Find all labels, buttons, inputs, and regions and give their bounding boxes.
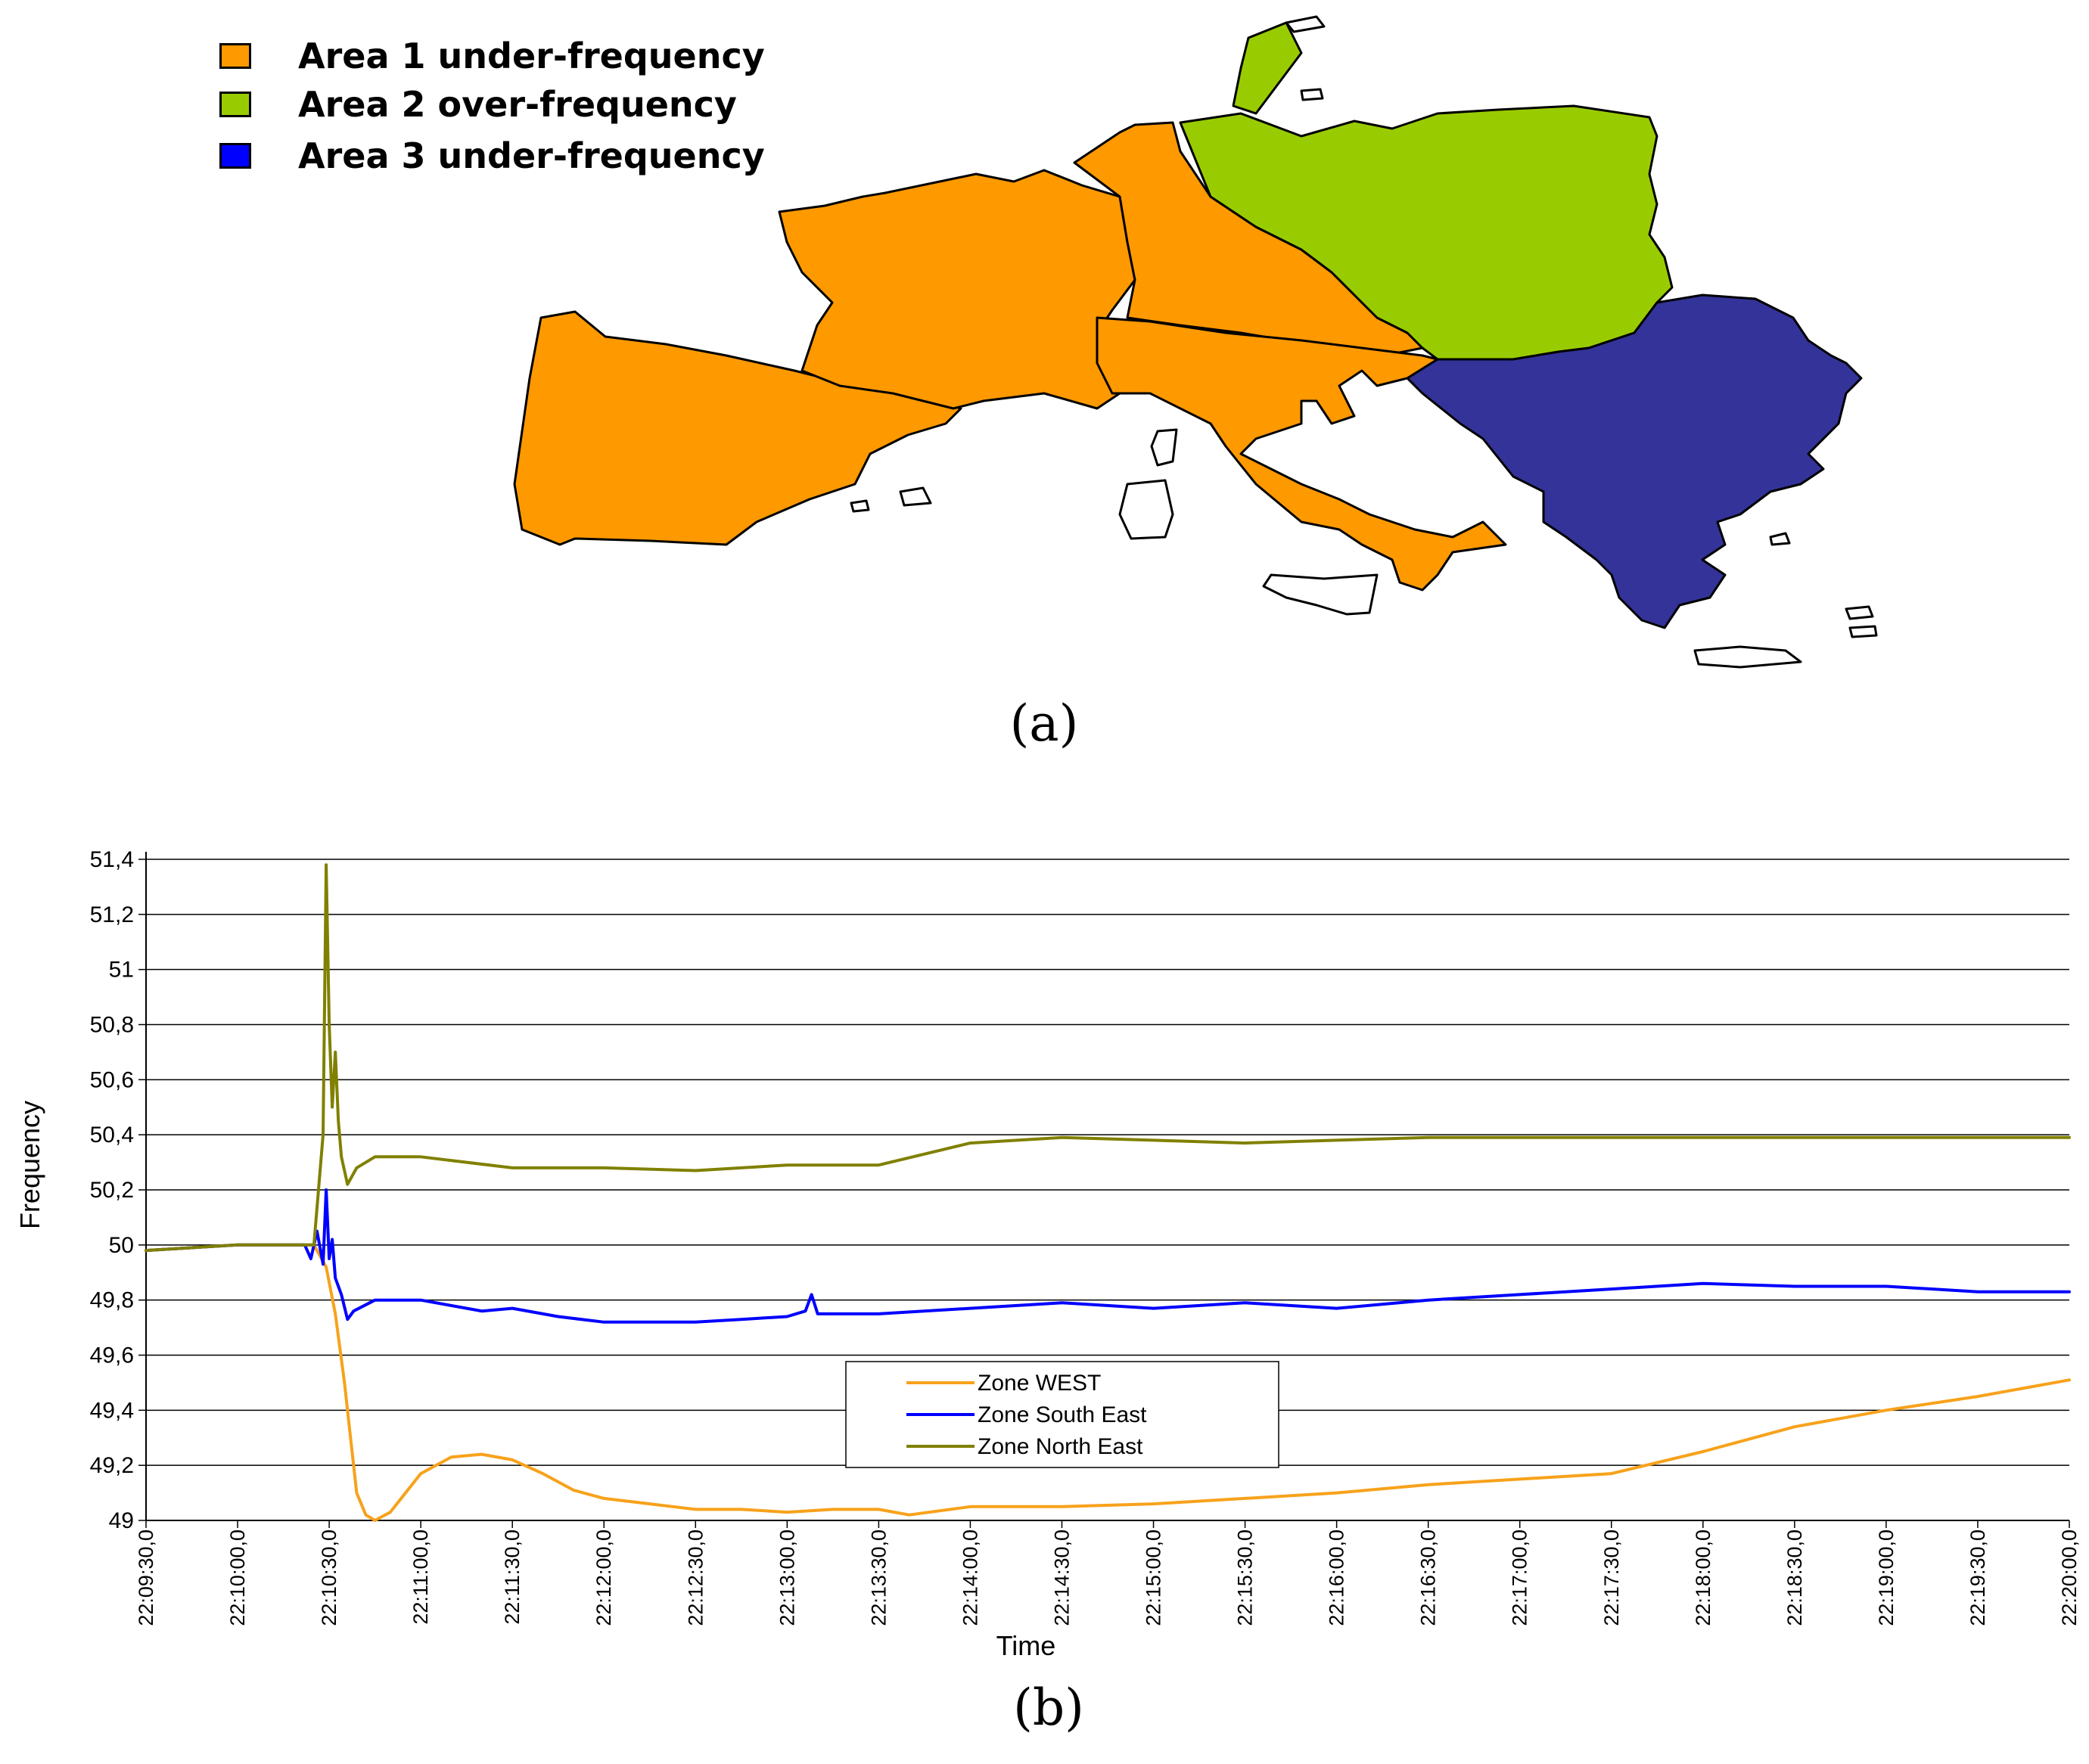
x-tick-label: 22:19:30,0 — [1966, 1530, 1989, 1626]
aegean-island-3 — [1848, 625, 1878, 638]
chart-legend-label: Zone WEST — [978, 1371, 1101, 1396]
y-tick-label: 50 — [109, 1233, 134, 1258]
series-layer — [145, 863, 2071, 1522]
chart-legend: Zone WEST Zone South East Zone North East — [845, 1361, 1279, 1468]
x-tick-label: 22:16:30,0 — [1417, 1530, 1440, 1626]
y-tick-label: 50,2 — [90, 1178, 134, 1203]
area1-region — [513, 121, 1507, 592]
y-tick-label: 51,4 — [90, 847, 134, 872]
x-tick-label: 22:20:00,0 — [2058, 1530, 2081, 1626]
x-tick-label: 22:16:00,0 — [1326, 1530, 1348, 1626]
x-tick-label: 22:17:00,0 — [1509, 1530, 1531, 1626]
map-legend-label: Area 1 under-frequency — [298, 36, 765, 76]
x-tick-label: 22:15:30,0 — [1234, 1530, 1257, 1626]
baltic-island — [1285, 15, 1326, 33]
series-line-zone-west — [145, 1243, 2071, 1522]
y-tick-label: 50,8 — [90, 1013, 134, 1038]
corsica-island — [1150, 428, 1178, 467]
y-tick-label: 49 — [109, 1508, 134, 1533]
france — [778, 169, 1136, 410]
x-tick-label: 22:11:00,0 — [409, 1530, 432, 1625]
y-axis-title: Frequency — [14, 1101, 45, 1229]
balearic-island — [899, 486, 932, 507]
x-tick-label: 22:18:00,0 — [1692, 1530, 1714, 1626]
caption-a: (a) — [1009, 694, 1079, 753]
baltic-island-2 — [1300, 88, 1324, 101]
iberia — [513, 310, 962, 546]
x-tick-label: 22:13:30,0 — [867, 1530, 890, 1626]
y-tick-label: 49,2 — [90, 1453, 134, 1478]
x-tick-label: 22:15:00,0 — [1142, 1530, 1165, 1626]
denmark — [1232, 21, 1303, 115]
crete-island — [1693, 645, 1802, 669]
map-legend-item-1: Area 1 under-frequency — [219, 33, 765, 79]
map-legend-label: Area 3 under-frequency — [298, 135, 765, 176]
minor-island-1 — [850, 499, 870, 513]
chart-legend-label: Zone North East — [978, 1434, 1143, 1459]
x-tick-label: 22:10:00,0 — [226, 1530, 249, 1626]
map-legend-swatch — [219, 92, 251, 117]
caption-b: (b) — [1013, 1679, 1084, 1737]
map-legend-item-3: Area 3 under-frequency — [219, 133, 765, 179]
x-tick-label: 22:14:30,0 — [1050, 1530, 1073, 1626]
y-tick-label: 50,4 — [90, 1123, 134, 1148]
x-axis-title: Time — [996, 1630, 1056, 1661]
x-tick-label: 22:18:30,0 — [1783, 1530, 1806, 1626]
balkans — [1406, 293, 1863, 629]
y-tick-label: 51,2 — [90, 902, 134, 927]
axis-layer: 49 49,2 49,4 49,6 49,8 50 50,2 50,4 50,6 50,8 51 51… — [90, 847, 2081, 1626]
map-legend-item-2: Area 2 over-frequency — [219, 82, 737, 127]
x-tick-label: 22:13:00,0 — [776, 1530, 798, 1626]
x-tick-label: 22:12:30,0 — [684, 1530, 707, 1626]
y-tick-label: 51 — [109, 958, 134, 983]
area3-region — [1406, 293, 1863, 629]
sardinia-island — [1118, 479, 1174, 540]
x-tick-label: 22:12:00,0 — [592, 1530, 615, 1626]
y-tick-label: 49,6 — [90, 1343, 134, 1368]
x-tick-label: 22:09:30,0 — [135, 1530, 157, 1626]
chart-legend-label: Zone South East — [978, 1402, 1147, 1427]
aegean-island-1 — [1769, 532, 1791, 546]
sicily-island — [1262, 573, 1379, 616]
x-tick-label: 22:14:00,0 — [959, 1530, 981, 1626]
y-tick-label: 50,6 — [90, 1067, 134, 1092]
x-tick-label: 22:11:30,0 — [501, 1530, 524, 1625]
europe-frequency-map — [513, 15, 1878, 669]
map-legend-swatch — [219, 143, 251, 169]
frequency-chart: 49 49,2 49,4 49,6 49,8 50 50,2 50,4 50,6 50,8 51 51… — [14, 847, 2081, 1737]
map-panel: Area 1 under-frequency Area 2 over-frequ… — [0, 0, 2089, 787]
y-tick-label: 49,8 — [90, 1288, 134, 1313]
x-tick-label: 22:17:30,0 — [1600, 1530, 1623, 1626]
y-tick-label: 49,4 — [90, 1398, 134, 1423]
x-tick-label: 22:19:00,0 — [1875, 1530, 1898, 1626]
map-legend-label: Area 2 over-frequency — [298, 84, 737, 125]
aegean-island-2 — [1845, 605, 1874, 620]
islands — [850, 15, 1878, 669]
map-legend-swatch — [219, 43, 251, 69]
series-line-zone-south-east — [145, 1188, 2071, 1324]
x-tick-label: 22:10:30,0 — [318, 1530, 340, 1626]
series-line-zone-north-east — [145, 863, 2071, 1253]
